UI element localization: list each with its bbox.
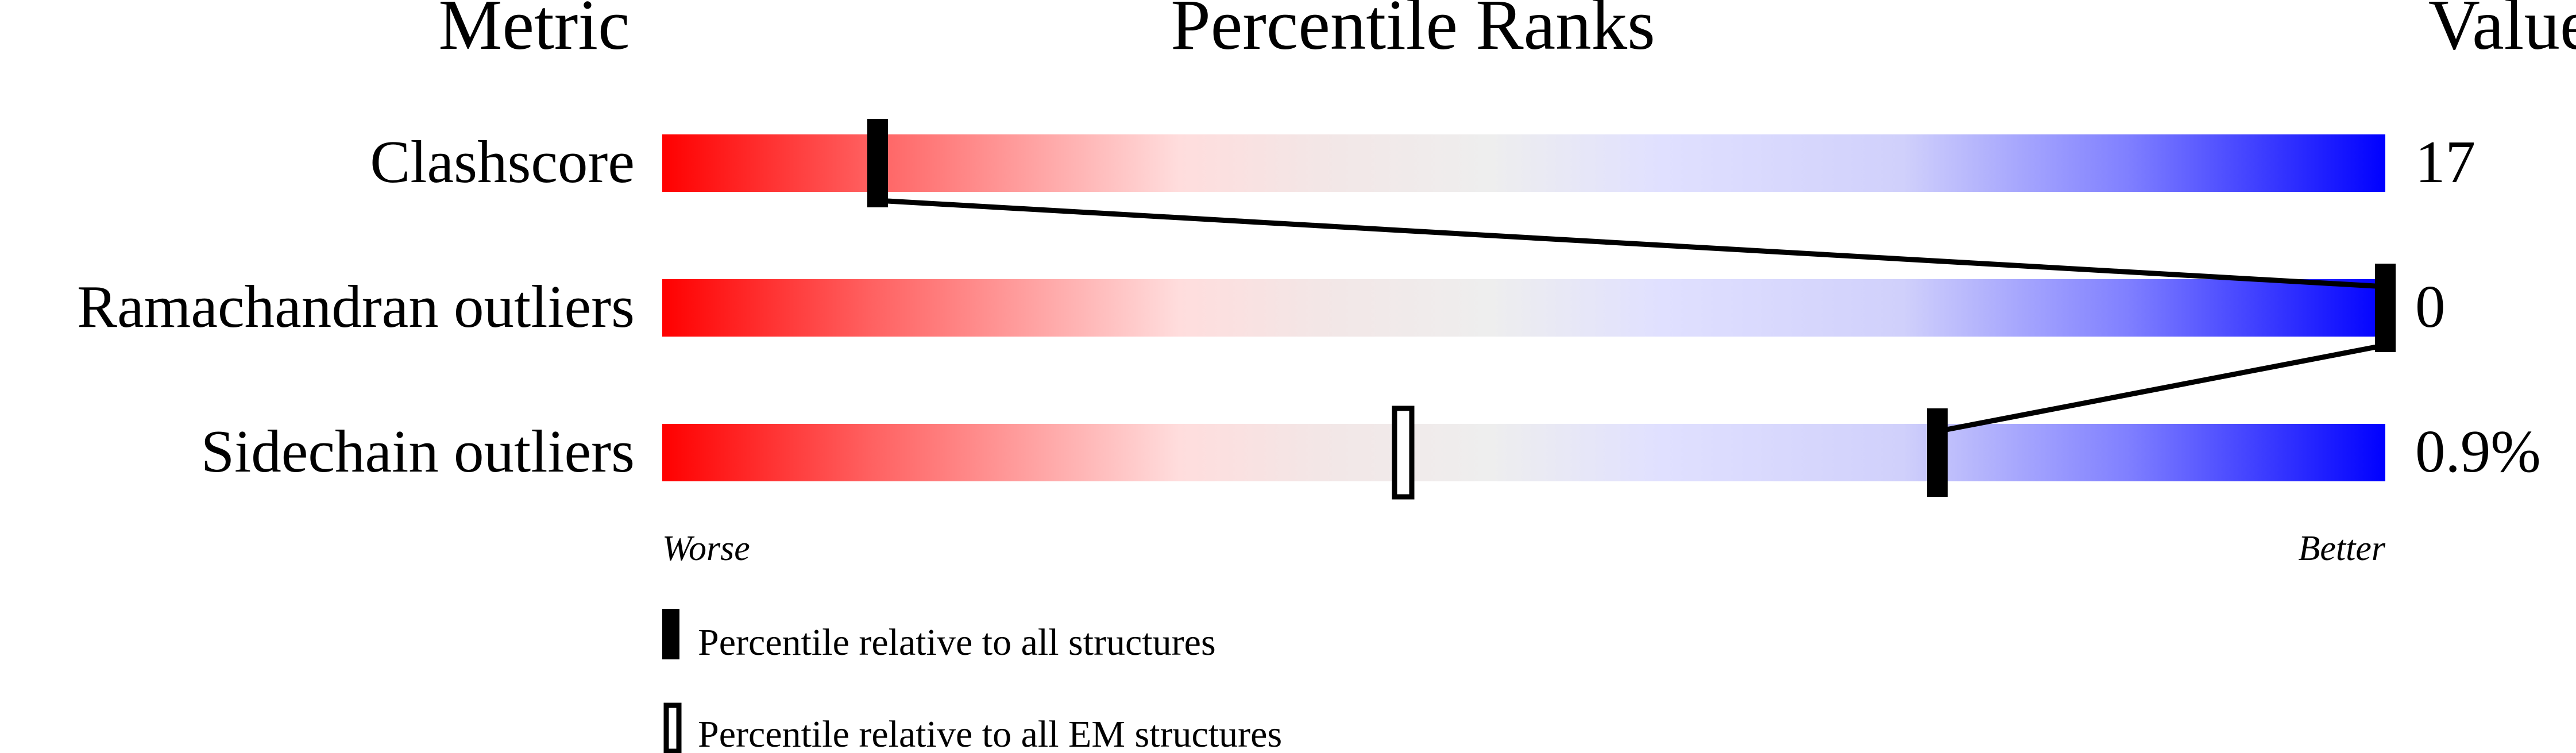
marker-all	[2375, 264, 2396, 352]
metric-value: 0	[2415, 273, 2446, 340]
marker-em	[1392, 406, 1415, 500]
metric-label: Clashscore	[370, 128, 635, 195]
marker-all	[1927, 408, 1948, 497]
marker-all	[867, 119, 888, 207]
header-percentile-ranks: Percentile Ranks	[1171, 0, 1655, 65]
header-metric: Metric	[438, 0, 629, 65]
metric-label: Ramachandran outliers	[77, 273, 635, 340]
percentile-bar	[662, 134, 2385, 192]
metric-value: 0.9%	[2415, 418, 2541, 485]
axis-label-better: Better	[2299, 529, 2386, 568]
percentile-bar	[662, 424, 2385, 481]
connector-line	[877, 198, 2386, 289]
axis-label-worse: Worse	[662, 529, 750, 568]
percentile-bar	[662, 279, 2385, 337]
legend-marker-all	[662, 609, 679, 659]
connector-line	[1937, 342, 2386, 434]
metric-value: 17	[2415, 128, 2475, 195]
header-value: Value	[2428, 0, 2576, 65]
connector-lines	[877, 198, 2386, 434]
metric-label: Sidechain outliers	[201, 418, 635, 485]
legend-label-all: Percentile relative to all structures	[698, 621, 1216, 663]
legend-label-em: Percentile relative to all EM structures	[698, 713, 1282, 753]
legend-marker-em	[663, 702, 682, 753]
